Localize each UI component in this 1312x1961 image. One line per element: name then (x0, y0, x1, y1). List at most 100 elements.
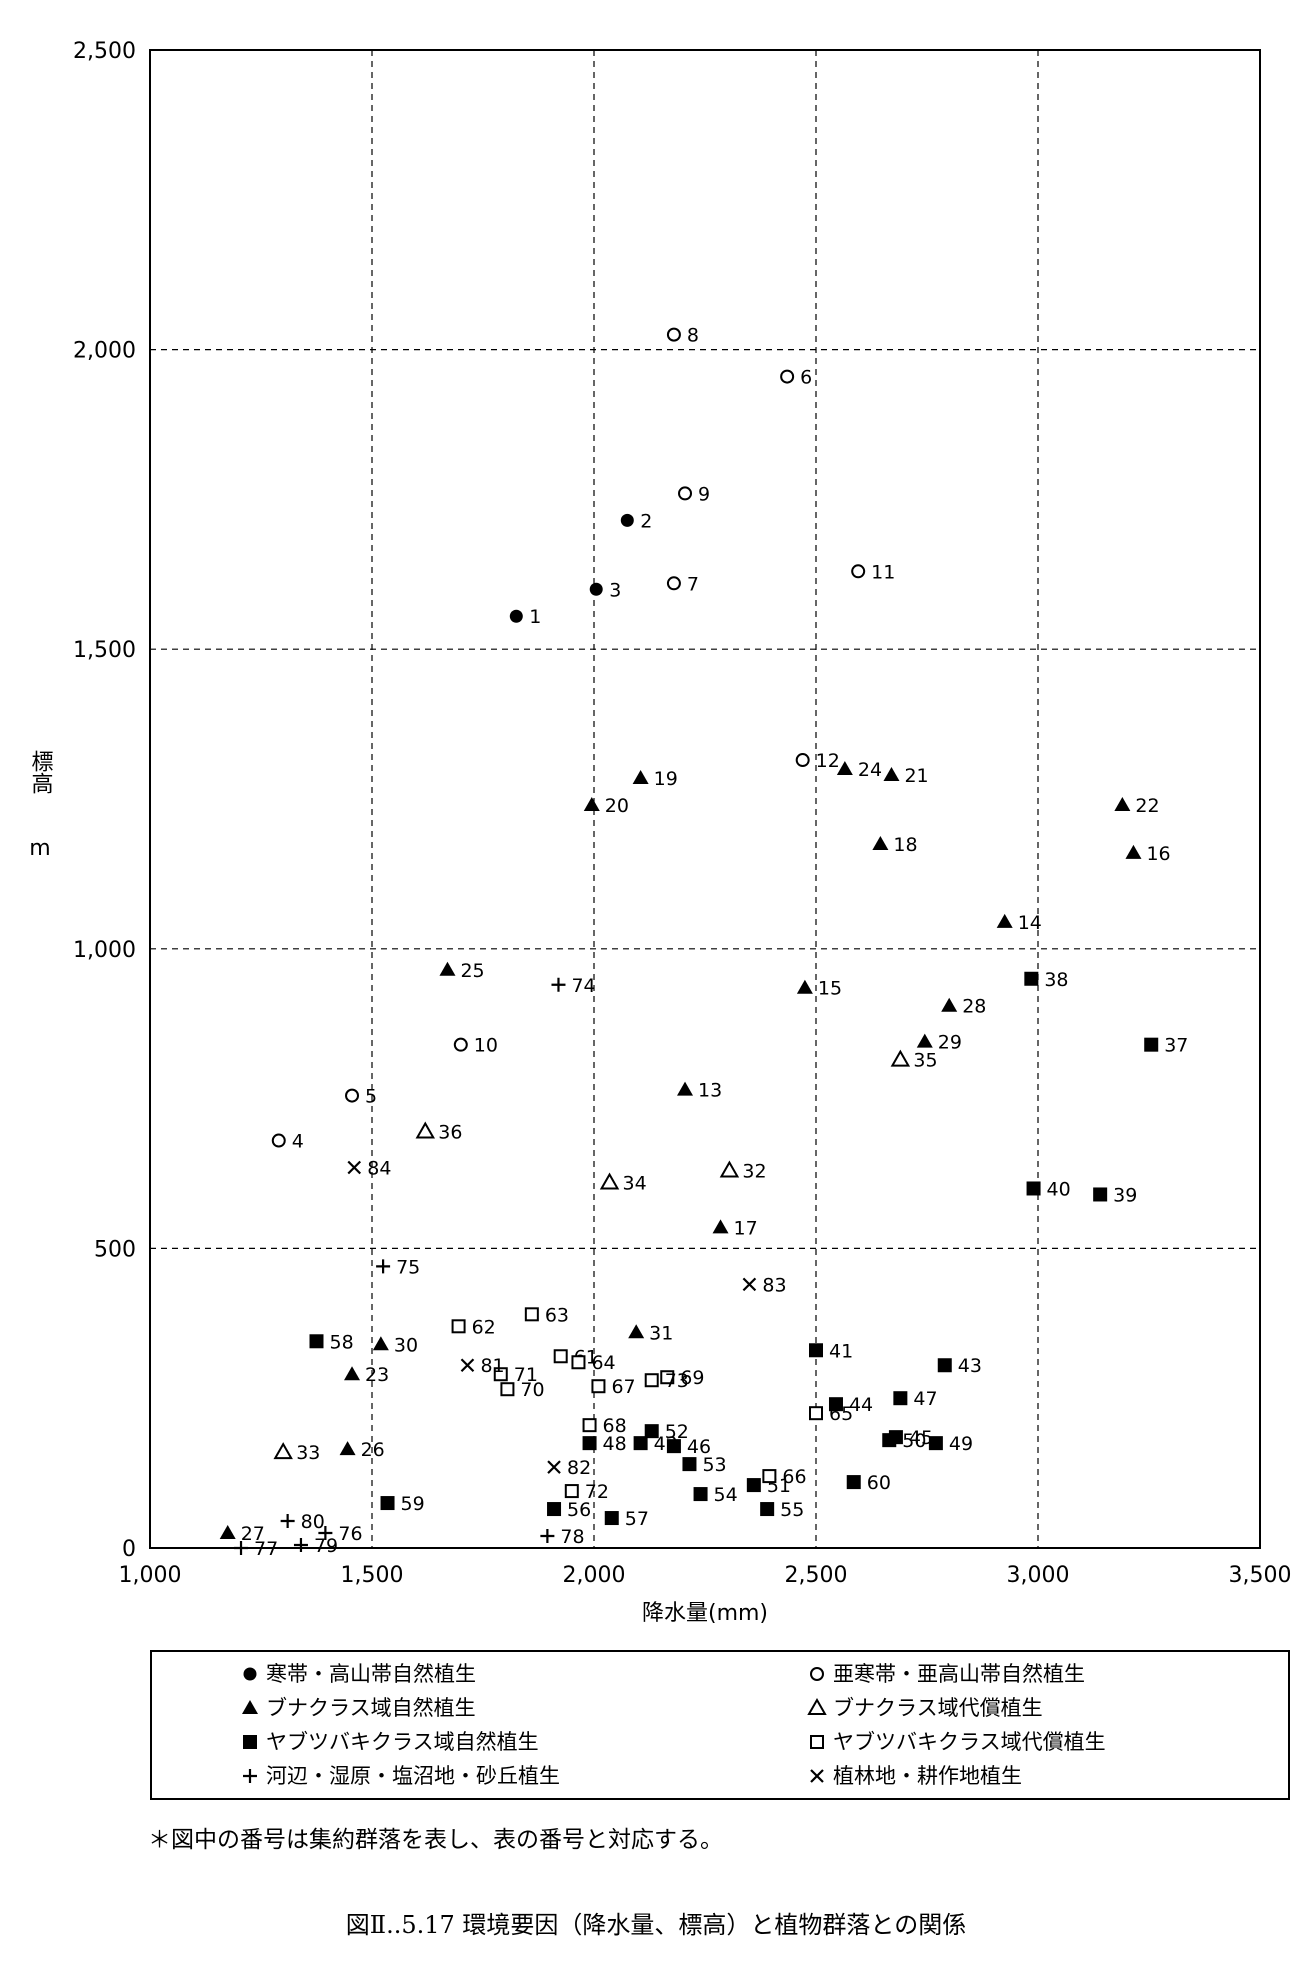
point-label-58: 58 (330, 1331, 354, 1353)
legend-item-5: ヤブツバキクラス域自然植生 (240, 1726, 539, 1756)
point-label-31: 31 (649, 1322, 673, 1344)
data-point-46 (666, 1439, 681, 1454)
point-label-39: 39 (1113, 1184, 1137, 1206)
data-point-84 (347, 1160, 362, 1175)
point-label-84: 84 (367, 1158, 391, 1180)
data-point-24 (836, 761, 853, 776)
y-tick-label: 1,500 (73, 638, 136, 663)
point-label-43: 43 (958, 1355, 982, 1377)
data-point-37 (1144, 1037, 1159, 1052)
data-point-55 (760, 1502, 775, 1517)
point-label-76: 76 (338, 1523, 362, 1545)
legend-item-8: 植林地・耕作地植生 (807, 1760, 1022, 1790)
point-label-83: 83 (762, 1274, 786, 1296)
point-label-44: 44 (849, 1394, 873, 1416)
data-point-41 (809, 1343, 823, 1358)
legend-symbol (810, 1769, 824, 1783)
point-label-19: 19 (654, 768, 678, 790)
point-label-55: 55 (780, 1499, 804, 1521)
data-point-68 (582, 1418, 597, 1433)
data-point-67 (591, 1379, 606, 1394)
data-point-42 (633, 1436, 648, 1451)
data-point-78 (540, 1529, 555, 1544)
data-point-36 (415, 1121, 436, 1139)
point-label-4: 4 (292, 1131, 304, 1153)
data-point-21 (883, 767, 900, 782)
data-point-48 (582, 1436, 597, 1451)
data-point-6 (780, 369, 795, 384)
legend-symbol (243, 1667, 257, 1681)
data-point-58 (309, 1334, 324, 1349)
data-point-72 (564, 1484, 579, 1499)
data-point-75 (376, 1259, 391, 1274)
point-label-27: 27 (241, 1523, 265, 1545)
y-axis-label: 標高 (28, 750, 54, 794)
data-point-83 (742, 1277, 757, 1292)
data-point-14 (996, 913, 1013, 928)
data-point-47 (893, 1391, 908, 1406)
data-point-61 (553, 1349, 568, 1364)
point-label-71: 71 (514, 1364, 538, 1386)
point-label-74: 74 (571, 975, 595, 997)
x-tick-label: 3,000 (1007, 1563, 1070, 1588)
legend-marker-1 (243, 1667, 257, 1681)
legend-label: ヤブツバキクラス域代償植生 (833, 1730, 1106, 1754)
point-label-56: 56 (567, 1499, 591, 1521)
point-label-41: 41 (829, 1340, 853, 1362)
data-point-26 (339, 1441, 356, 1456)
data-point-81 (460, 1358, 475, 1373)
legend-item-3: ブナクラス域自然植生 (240, 1692, 476, 1722)
point-label-32: 32 (742, 1161, 766, 1183)
legend-marker-2 (810, 1667, 824, 1681)
point-label-80: 80 (301, 1511, 325, 1533)
point-label-23: 23 (365, 1364, 389, 1386)
data-point-13 (677, 1081, 694, 1096)
point-label-29: 29 (938, 1032, 962, 1054)
legend-label: 亜寒帯・亜高山帯自然植生 (833, 1662, 1085, 1686)
data-point-16 (1125, 844, 1142, 859)
point-label-28: 28 (962, 996, 986, 1018)
legend-marker-4 (807, 1697, 827, 1715)
point-label-75: 75 (396, 1256, 420, 1278)
data-point-82 (547, 1460, 561, 1474)
data-point-7 (666, 576, 681, 591)
data-point-31 (628, 1324, 645, 1339)
point-label-5: 5 (365, 1086, 377, 1108)
data-point-44 (828, 1397, 843, 1412)
legend-label: 河辺・湿原・塩沼地・砂丘植生 (266, 1764, 560, 1788)
data-point-71 (493, 1367, 508, 1382)
legend-marker-6 (810, 1735, 824, 1749)
data-point-56 (547, 1502, 562, 1517)
data-point-80 (280, 1514, 295, 1529)
point-label-1: 1 (529, 606, 541, 628)
point-label-9: 9 (698, 483, 710, 505)
data-point-17 (712, 1219, 729, 1234)
point-label-36: 36 (438, 1122, 462, 1144)
data-point-28 (941, 997, 958, 1012)
point-label-12: 12 (816, 750, 840, 772)
point-label-37: 37 (1164, 1035, 1188, 1057)
point-label-53: 53 (702, 1454, 726, 1476)
data-point-9 (678, 486, 693, 501)
data-point-69 (660, 1370, 675, 1385)
point-label-77: 77 (254, 1538, 278, 1560)
x-tick-label: 3,500 (1229, 1563, 1292, 1588)
legend-item-7: 河辺・湿原・塩沼地・砂丘植生 (240, 1760, 560, 1790)
legend-item-6: ヤブツバキクラス域代償植生 (807, 1726, 1106, 1756)
data-point-27 (219, 1525, 236, 1540)
point-label-59: 59 (401, 1493, 425, 1515)
legend: 寒帯・高山帯自然植生 亜寒帯・亜高山帯自然植生 ブナクラス域自然植生 ブナクラス域代償… (150, 1650, 1290, 1800)
y-tick-label: 0 (122, 1537, 136, 1562)
y-tick-label: 2,000 (73, 339, 136, 364)
legend-label: ブナクラス域自然植生 (266, 1696, 476, 1720)
point-label-73: 73 (665, 1370, 689, 1392)
point-label-45: 45 (909, 1427, 933, 1449)
point-label-40: 40 (1047, 1178, 1071, 1200)
data-point-53 (682, 1457, 697, 1472)
point-label-6: 6 (800, 367, 812, 389)
legend-item-1: 寒帯・高山帯自然植生 (240, 1658, 476, 1688)
point-label-7: 7 (687, 573, 699, 595)
data-point-52 (644, 1424, 659, 1439)
point-label-70: 70 (520, 1379, 544, 1401)
data-point-66 (762, 1469, 777, 1484)
